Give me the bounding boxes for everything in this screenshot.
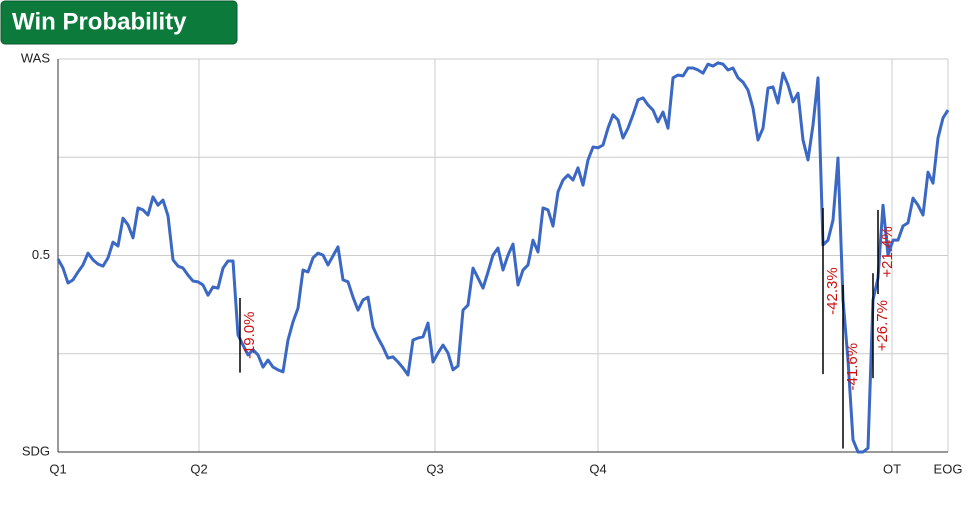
annotation-label: -19.0% <box>241 312 258 360</box>
y-tick-label: WAS <box>21 50 50 65</box>
x-tick-label: Q3 <box>426 461 443 476</box>
x-tick-label: OT <box>883 461 901 476</box>
y-tick-label: SDG <box>22 443 50 458</box>
chart-title: Win Probability <box>12 8 187 35</box>
x-tick-label: Q2 <box>190 461 207 476</box>
annotation-label: -41.6% <box>844 343 861 391</box>
annotation-label: -42.3% <box>824 267 841 315</box>
y-tick-label: 0.5 <box>32 247 50 262</box>
x-tick-label: Q1 <box>49 461 66 476</box>
annotation-label: +21.4% <box>879 226 896 277</box>
win-probability-line <box>56 61 950 454</box>
x-tick-label: Q4 <box>589 461 606 476</box>
title-box <box>0 0 238 45</box>
x-tick-label: EOG <box>934 461 963 476</box>
annotation-label: +26.7% <box>874 300 891 351</box>
